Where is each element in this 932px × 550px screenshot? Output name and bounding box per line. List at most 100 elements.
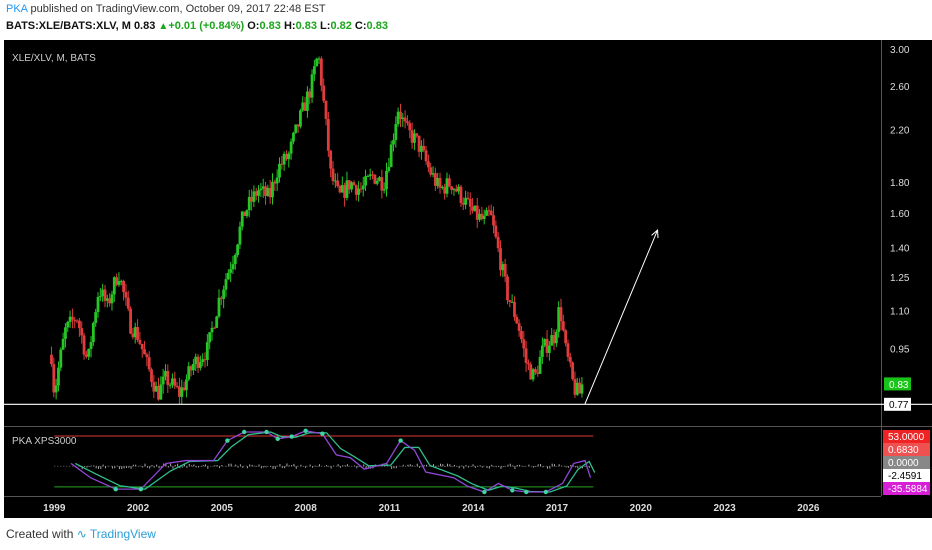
candle-body <box>273 181 277 184</box>
price-tick: 2.60 <box>890 82 910 93</box>
candle-body <box>247 196 251 211</box>
candle-body <box>64 327 67 339</box>
candle-body <box>296 124 300 127</box>
price-axis-bg[interactable] <box>881 40 932 496</box>
candle-body <box>173 378 177 386</box>
signal-dot <box>289 434 294 439</box>
candle-body <box>245 210 249 216</box>
candle-body <box>324 100 328 119</box>
candle-body <box>524 348 528 364</box>
signal-dot <box>241 429 247 435</box>
candle-body <box>52 364 56 393</box>
candle-body <box>54 385 58 393</box>
time-axis-bg[interactable] <box>4 496 932 518</box>
candle-body <box>436 177 440 186</box>
candle-body <box>84 354 88 357</box>
candle-body <box>57 367 60 386</box>
candle-body <box>392 140 395 145</box>
candle-body <box>254 191 258 196</box>
candle-body <box>122 280 126 293</box>
candle-body <box>340 185 344 193</box>
candle-body <box>557 307 561 332</box>
candle-body <box>105 298 109 301</box>
candle-body <box>322 85 326 101</box>
candle-body <box>415 133 419 136</box>
candle-body <box>126 297 130 309</box>
tradingview-brand[interactable]: TradingView <box>89 527 156 541</box>
candle-body <box>413 133 416 143</box>
candle-body <box>289 141 293 154</box>
oscillator-line <box>70 430 592 493</box>
candle-body <box>534 369 537 373</box>
indicator-pane-bg[interactable] <box>4 427 881 496</box>
candle-body <box>475 205 479 220</box>
candle-body <box>471 206 474 211</box>
candle-body <box>464 197 468 205</box>
candle-body <box>375 180 379 184</box>
candle-body <box>147 357 151 370</box>
time-tick: 2023 <box>713 503 736 514</box>
main-pane-bg[interactable] <box>4 40 881 426</box>
candle-body <box>185 379 188 391</box>
candle-body <box>203 359 207 361</box>
candle-body <box>164 370 167 377</box>
candle-body <box>101 289 105 297</box>
candle-body <box>350 182 354 190</box>
candle-body <box>575 382 579 395</box>
time-tick: 2011 <box>379 503 401 514</box>
symbol-label[interactable]: BATS:XLE/BATS:XLV, M <box>6 20 131 32</box>
candle-body <box>222 289 226 299</box>
candle-body <box>492 215 495 226</box>
candle-body <box>317 58 321 60</box>
candle-body <box>119 280 123 282</box>
projection-arrow[interactable] <box>584 229 659 405</box>
open-value: 0.83 <box>259 20 281 32</box>
candle-body <box>117 281 121 285</box>
signal-dots <box>113 428 549 495</box>
value-label: 53.0000 <box>888 432 925 443</box>
candle-body <box>129 308 132 334</box>
candle-body <box>403 117 407 122</box>
candle-body <box>217 297 221 317</box>
signal-dot <box>275 436 280 442</box>
candle-body <box>506 276 509 301</box>
price-tick: 1.80 <box>890 178 910 189</box>
value-label: 0.6830 <box>888 445 919 456</box>
author-name[interactable]: PKA <box>6 3 28 15</box>
candle-body <box>201 359 205 363</box>
candle-body <box>103 289 107 301</box>
candle-body <box>219 297 223 299</box>
candle-body <box>59 349 63 368</box>
tradingview-logo-icon[interactable]: ∿ <box>76 527 87 541</box>
candle-body <box>564 330 568 344</box>
time-tick: 2026 <box>797 503 820 514</box>
price-change: +0.01 (+0.84%) <box>168 20 245 32</box>
candle-body <box>329 150 333 169</box>
candle-body <box>292 132 295 142</box>
candle-body <box>68 316 72 322</box>
time-tick: 1999 <box>43 503 66 514</box>
candle-body <box>112 277 116 295</box>
candle-body <box>438 177 442 188</box>
candle-body <box>371 174 374 176</box>
candle-body <box>406 121 409 124</box>
candle-body <box>547 345 551 353</box>
projection-arrow-head <box>651 229 659 239</box>
symbol-info: BATS:XLE/BATS:XLV, M 0.83 ▲+0.01 (+0.84%… <box>6 20 388 32</box>
candle-body <box>401 117 405 120</box>
candle-body <box>133 327 137 338</box>
candle-body <box>212 327 216 329</box>
high-label: H: <box>283 20 296 32</box>
candle-body <box>354 185 358 195</box>
candle-body <box>357 188 360 195</box>
candle-body <box>89 342 93 349</box>
candle-body <box>98 296 102 298</box>
candle-body <box>285 153 288 160</box>
candle-body <box>347 180 351 190</box>
price-tick: 1.10 <box>890 306 910 317</box>
value-label: 0.0000 <box>888 458 919 469</box>
candle-body <box>364 176 367 186</box>
candle-body <box>420 145 423 152</box>
candle-body <box>382 189 386 191</box>
